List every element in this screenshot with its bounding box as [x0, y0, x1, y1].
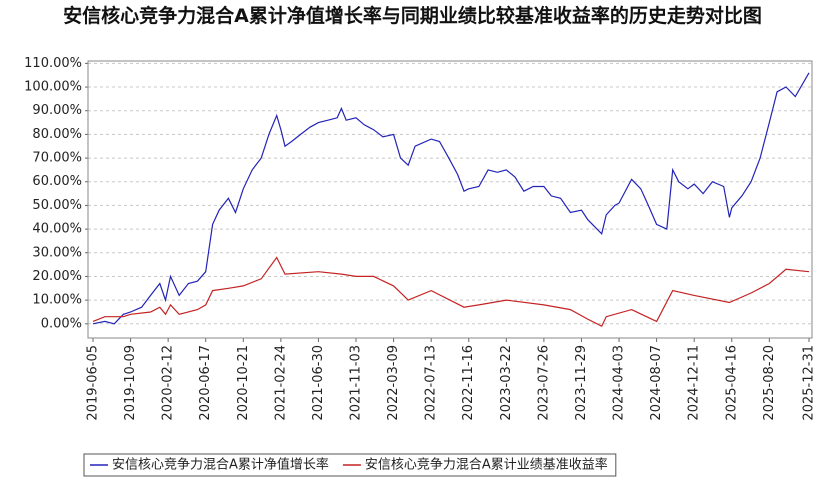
x-tick-label: 2023-03-22: [499, 345, 514, 421]
x-tick-label: 2024-12-11: [687, 345, 702, 421]
plot-frame: [87, 60, 813, 339]
y-tick-label: 90.00%: [32, 103, 82, 118]
y-tick-label: 110.00%: [24, 56, 82, 71]
x-tick-label: 2020-02-12: [161, 345, 176, 421]
y-tick-label: 0.00%: [41, 316, 82, 331]
y-tick-label: 60.00%: [32, 174, 82, 189]
x-tick-label: 2022-07-13: [424, 345, 439, 421]
x-tick-label: 2021-06-30: [311, 345, 326, 421]
legend-label: 安信核心竞争力混合A累计业绩基准收益率: [365, 457, 608, 473]
y-tick-label: 50.00%: [32, 198, 82, 213]
x-tick-label: 2025-12-31: [802, 345, 817, 421]
series-line: [92, 72, 810, 325]
y-tick-label: 10.00%: [32, 293, 82, 308]
y-tick-label: 80.00%: [32, 127, 82, 142]
y-tick-label: 70.00%: [32, 151, 82, 166]
x-tick-label: 2022-11-16: [461, 345, 476, 421]
x-tick-label: 2023-11-29: [574, 345, 589, 421]
x-tick-label: 2025-08-20: [762, 345, 777, 421]
x-tick-label: 2020-06-17: [198, 345, 213, 421]
y-tick-label: 20.00%: [32, 269, 82, 284]
x-tick-label: 2024-08-07: [649, 345, 664, 421]
x-tick-label: 2019-06-05: [86, 345, 101, 421]
y-tick-label: 100.00%: [24, 80, 82, 95]
chart-title: 安信核心竞争力混合A累计净值增长率与同期业绩比较基准收益率的历史走势对比图: [63, 5, 762, 27]
series-line: [92, 256, 810, 328]
x-tick-label: 2021-02-24: [273, 345, 288, 421]
x-tick-label: 2022-03-09: [386, 345, 401, 421]
y-tick-label: 40.00%: [32, 222, 82, 237]
y-tick-label: 30.00%: [32, 245, 82, 260]
x-tick-label: 2023-07-26: [536, 345, 551, 421]
x-tick-label: 2021-11-03: [349, 345, 364, 421]
x-tick-label: 2020-10-21: [236, 345, 251, 421]
legend-label: 安信核心竞争力混合A累计净值增长率: [112, 457, 329, 473]
x-tick-label: 2019-10-09: [123, 345, 138, 421]
x-tick-label: 2024-04-03: [612, 345, 627, 421]
x-tick-label: 2025-04-16: [724, 345, 739, 421]
